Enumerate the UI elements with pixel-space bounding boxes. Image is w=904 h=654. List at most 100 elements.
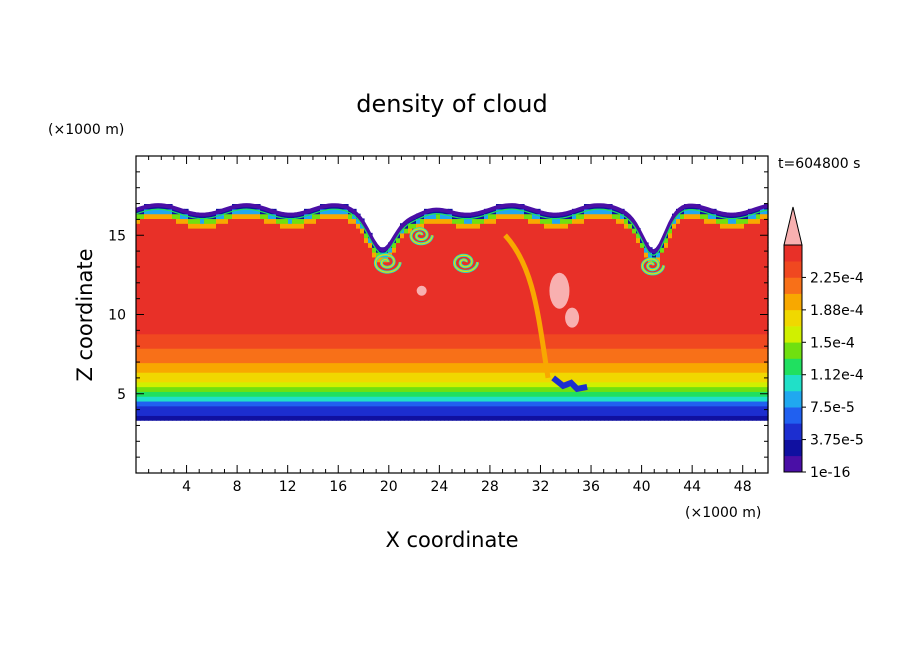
field-cell xyxy=(360,357,365,364)
field-cell xyxy=(356,338,361,344)
field-cell xyxy=(248,405,253,412)
field-cell xyxy=(460,328,465,335)
field-cell xyxy=(304,280,309,287)
field-cell xyxy=(176,362,181,368)
field-cell xyxy=(572,261,577,268)
field-cell xyxy=(276,232,281,239)
field-cell xyxy=(260,410,265,416)
field-cell xyxy=(296,228,301,234)
field-cell xyxy=(468,285,473,292)
field-cell xyxy=(488,386,493,392)
field-cell xyxy=(308,266,313,272)
field-cell xyxy=(576,218,581,224)
field-cell xyxy=(160,228,165,234)
field-cell xyxy=(140,396,145,402)
field-cell xyxy=(400,415,405,421)
field-cell xyxy=(384,415,389,421)
field-cell xyxy=(304,415,309,421)
field-cell xyxy=(156,280,161,287)
field-cell xyxy=(276,338,281,344)
field-cell xyxy=(196,285,201,292)
field-cell xyxy=(524,348,529,354)
field-cell xyxy=(552,357,557,364)
field-cell xyxy=(492,280,497,287)
field-cell xyxy=(496,415,501,421)
field-cell xyxy=(416,261,421,268)
field-cell xyxy=(428,266,433,272)
field-cell xyxy=(148,410,153,416)
field-cell xyxy=(368,410,373,416)
field-cell xyxy=(236,386,241,392)
field-cell xyxy=(140,223,145,229)
field-cell xyxy=(384,405,389,412)
field-cell xyxy=(352,271,357,277)
field-cell xyxy=(276,228,281,234)
field-cell xyxy=(176,256,181,263)
field-cell xyxy=(536,300,541,306)
field-cell xyxy=(376,252,381,258)
field-cell xyxy=(480,405,485,412)
field-cell xyxy=(388,304,393,311)
field-cell xyxy=(484,367,489,373)
field-cell xyxy=(552,367,557,373)
field-cell xyxy=(524,228,529,234)
field-cell xyxy=(268,362,273,368)
field-cell xyxy=(312,304,317,311)
field-cell xyxy=(328,391,333,397)
field-cell xyxy=(164,324,169,330)
field-cell xyxy=(404,295,409,301)
field-cell xyxy=(472,400,477,407)
field-cell xyxy=(224,372,229,378)
field-cell xyxy=(336,290,341,296)
field-cell xyxy=(492,376,497,383)
field-cell xyxy=(312,237,317,244)
field-cell xyxy=(536,362,541,368)
field-cell xyxy=(564,386,569,392)
field-cell xyxy=(500,237,505,244)
field-cell xyxy=(476,338,481,344)
field-cell xyxy=(456,372,461,378)
field-cell xyxy=(156,391,161,397)
field-cell xyxy=(472,271,477,277)
field-cell xyxy=(532,232,537,239)
field-cell xyxy=(552,328,557,335)
field-cell xyxy=(432,348,437,354)
field-cell xyxy=(464,400,469,407)
field-cell xyxy=(472,280,477,287)
field-cell xyxy=(504,381,509,388)
field-cell xyxy=(280,252,285,258)
field-cell xyxy=(524,290,529,296)
field-cell xyxy=(464,333,469,340)
field-cell xyxy=(448,290,453,296)
field-cell xyxy=(480,396,485,402)
field-cell xyxy=(456,362,461,368)
z-unit-label: (×1000 m) xyxy=(48,122,124,138)
field-cell xyxy=(520,309,525,316)
field-cell xyxy=(284,237,289,244)
field-cell xyxy=(256,295,261,301)
field-cell xyxy=(172,295,177,301)
field-cell xyxy=(188,256,193,263)
field-cell xyxy=(532,328,537,335)
field-cell xyxy=(456,405,461,412)
field-cell xyxy=(536,338,541,344)
field-cell xyxy=(256,396,261,402)
field-cell xyxy=(144,295,149,301)
field-cell xyxy=(316,232,321,239)
field-cell xyxy=(148,300,153,306)
field-cell xyxy=(296,362,301,368)
field-cell xyxy=(192,280,197,287)
field-cell xyxy=(380,266,385,272)
field-cell xyxy=(588,218,593,224)
field-cell xyxy=(388,247,393,253)
field-cell xyxy=(376,285,381,292)
field-cell xyxy=(208,242,213,248)
field-cell xyxy=(144,324,149,330)
field-cell xyxy=(184,304,189,311)
field-cell xyxy=(480,280,485,287)
field-cell xyxy=(200,314,205,320)
field-cell xyxy=(388,381,393,388)
field-cell xyxy=(272,328,277,335)
field-cell xyxy=(404,300,409,306)
field-cell xyxy=(320,232,325,239)
